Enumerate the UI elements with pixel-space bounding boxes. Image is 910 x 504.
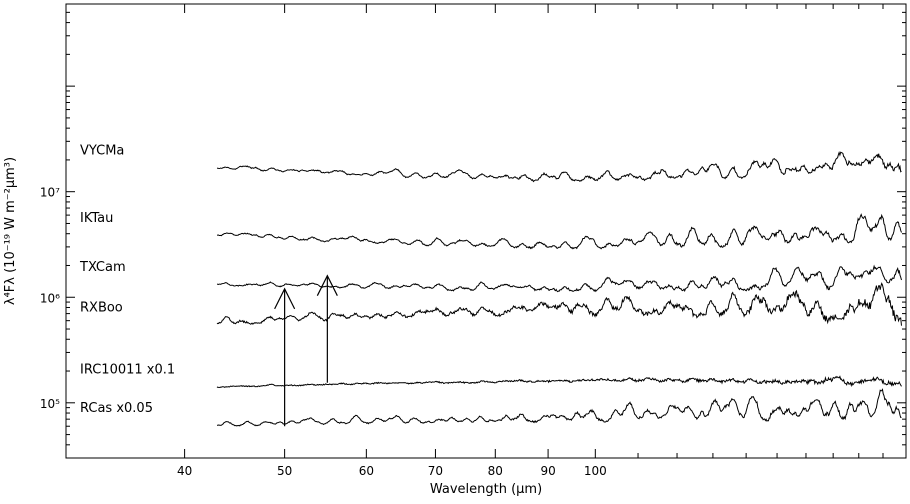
- plot-frame: [65, 3, 907, 459]
- x-tick-label: 60: [359, 464, 374, 478]
- spectrum-line: [216, 151, 902, 183]
- spectrum-line: [216, 264, 902, 293]
- x-tick-label: 80: [488, 464, 503, 478]
- series-label: IRC10011 x0.1: [80, 362, 175, 377]
- series-label: RXBoo: [80, 300, 123, 315]
- x-tick-label: 90: [540, 464, 555, 478]
- series-label: RCas x0.05: [80, 401, 153, 416]
- x-tick-label: 50: [277, 464, 292, 478]
- series-label: IKTau: [80, 211, 113, 226]
- x-axis-label: Wavelength (μm): [430, 482, 542, 497]
- y-tick-label: 10⁷: [40, 186, 60, 200]
- y-axis-label: λ⁴Fλ (10⁻¹⁹ W m⁻²μm³): [3, 157, 18, 305]
- x-tick-label: 40: [177, 464, 192, 478]
- spectrum-line: [217, 388, 902, 427]
- spectrum-line: [217, 213, 902, 250]
- y-tick-label: 10⁶: [40, 291, 60, 305]
- series-label: TXCam: [79, 260, 126, 275]
- annotation-arrowhead: [316, 274, 338, 296]
- y-tick-label: 10⁵: [40, 397, 60, 411]
- annotation-arrowhead: [274, 287, 296, 310]
- spectrum-line: [216, 282, 902, 326]
- series-label: VYCMa: [80, 144, 124, 159]
- spectrum-line: [216, 375, 902, 389]
- x-tick-label: 100: [584, 464, 607, 478]
- x-tick-label: 70: [428, 464, 443, 478]
